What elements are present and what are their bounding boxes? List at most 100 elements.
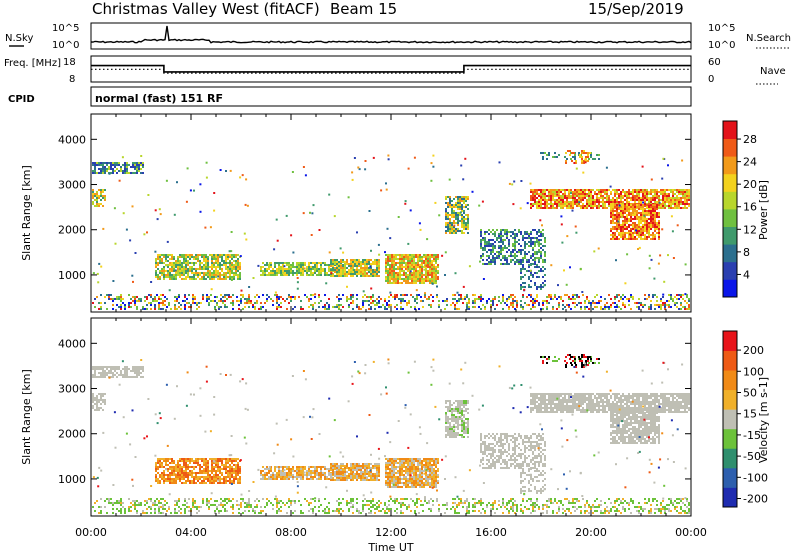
echo-cell (522, 268, 524, 270)
echo-cell (542, 156, 544, 158)
echo-cell (163, 466, 165, 468)
echo-cell (138, 298, 140, 300)
echo-cell (215, 254, 217, 256)
echo-cell (630, 212, 632, 214)
echo-cell (520, 276, 522, 278)
echo-cell (298, 474, 300, 476)
echo-cell (660, 205, 662, 207)
echo-cell (562, 197, 564, 199)
echo-cell (540, 235, 542, 237)
echo-cell (276, 472, 278, 474)
echo-cell (102, 374, 104, 376)
echo-cell (416, 298, 418, 300)
echo-cell (467, 218, 469, 220)
echo-cell (366, 269, 368, 271)
echo-cell (162, 304, 164, 306)
echo-cell (322, 472, 324, 474)
echo-cell (502, 298, 504, 300)
echo-cell (163, 478, 165, 480)
echo-cell (436, 286, 438, 288)
echo-cell (274, 270, 276, 272)
echo-cell (296, 472, 298, 474)
echo-cell (638, 306, 640, 308)
echo-cell (415, 262, 417, 264)
echo-cell (274, 272, 276, 274)
echo-cell (96, 203, 98, 205)
echo-cell (630, 216, 632, 218)
echo-cell (598, 154, 600, 156)
echo-cell (183, 462, 185, 464)
echo-cell (415, 264, 417, 266)
echo-cell (435, 260, 437, 262)
echo-cell (437, 272, 439, 274)
echo-cell (218, 308, 220, 310)
echo-cell (223, 278, 225, 280)
echo-cell (638, 226, 640, 228)
echo-cell (449, 198, 451, 200)
echo-cell (187, 476, 189, 478)
echo-cell (449, 224, 451, 226)
echo-cell (624, 234, 626, 236)
echo-cell (280, 262, 282, 264)
date-label: 15/Sep/2019 (588, 0, 684, 18)
echo-cell (340, 271, 342, 273)
echo-cell (162, 300, 164, 302)
echo-cell (187, 458, 189, 460)
echo-cell (413, 278, 415, 280)
echo-cell (618, 234, 620, 236)
echo-cell (534, 266, 536, 268)
echo-cell (210, 226, 212, 228)
echo-cell (180, 308, 182, 310)
echo-cell (179, 460, 181, 462)
echo-cell (92, 366, 94, 368)
echo-cell (401, 262, 403, 264)
echo-cell (364, 168, 366, 170)
echo-cell (458, 298, 460, 300)
echo-cell (191, 262, 193, 264)
echo-cell (664, 199, 666, 201)
echo-cell (447, 204, 449, 206)
echo-cell (334, 261, 336, 263)
echo-cell (171, 470, 173, 472)
echo-cell (640, 206, 642, 208)
echo-cell (502, 296, 504, 298)
echo-cell (486, 259, 488, 261)
echo-cell (165, 474, 167, 476)
echo-cell (336, 304, 338, 306)
echo-cell (594, 193, 596, 195)
echo-cell (162, 302, 164, 304)
echo-cell (385, 182, 387, 184)
echo-cell (646, 222, 648, 224)
echo-cell (411, 278, 413, 280)
echo-cell (634, 189, 636, 191)
echo-cell (652, 212, 654, 214)
echo-cell (96, 164, 98, 166)
echo-cell (564, 189, 566, 191)
echo-cell (312, 308, 314, 310)
echo-cell (155, 260, 157, 262)
echo-cell (171, 256, 173, 258)
echo-cell (560, 195, 562, 197)
echo-cell (229, 474, 231, 476)
echo-cell (672, 193, 674, 195)
echo-cell (504, 231, 506, 233)
echo-cell (417, 258, 419, 260)
echo-cell (159, 260, 161, 262)
echo-cell (239, 176, 241, 178)
echo-cell (235, 476, 237, 478)
echo-cell (276, 262, 278, 264)
echo-cell (191, 272, 193, 274)
echo-cell (688, 306, 690, 308)
echo-cell (540, 199, 542, 201)
echo-cell (136, 162, 138, 164)
echo-cell (614, 298, 616, 300)
echo-cell (108, 298, 110, 300)
echo-cell (540, 207, 542, 209)
echo-cell (288, 472, 290, 474)
echo-cell (550, 207, 552, 209)
echo-cell (102, 376, 104, 378)
echo-cell (540, 247, 542, 249)
echo-cell (237, 268, 239, 270)
echo-cell (412, 296, 414, 298)
echo-cell (294, 296, 296, 298)
